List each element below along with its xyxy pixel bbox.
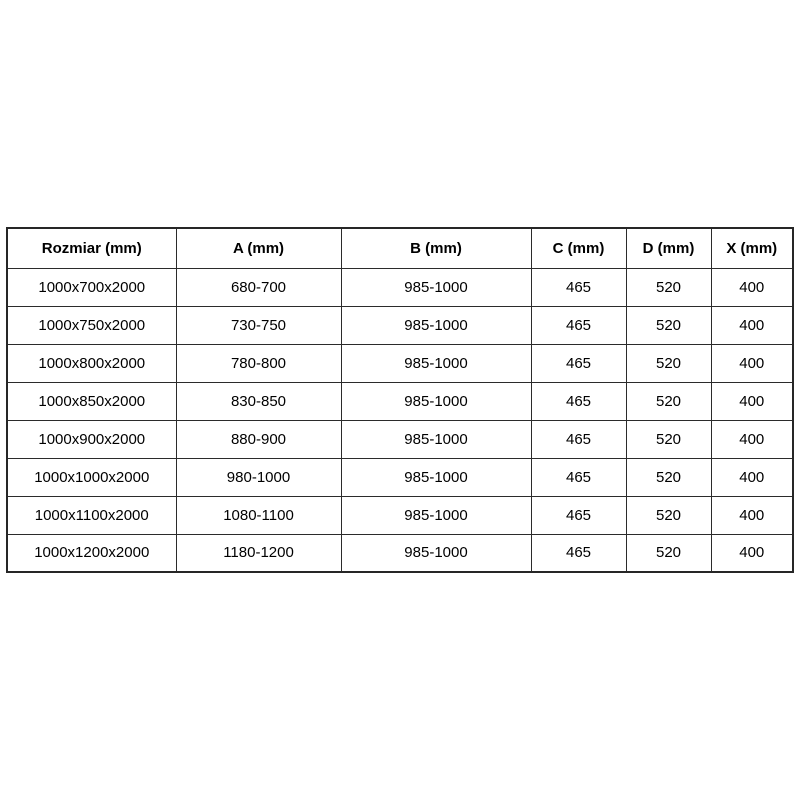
table-cell: 520 bbox=[625, 381, 712, 421]
table-cell: 985-1000 bbox=[340, 495, 532, 535]
column-header-d: D (mm) bbox=[625, 227, 712, 269]
table-row: 1000x850x2000 830-850 985-1000 465 520 400 bbox=[6, 381, 794, 421]
table-cell: 985-1000 bbox=[340, 457, 532, 497]
table-cell: 520 bbox=[625, 457, 712, 497]
table-cell: 465 bbox=[530, 419, 627, 459]
column-header-x: X (mm) bbox=[710, 227, 794, 269]
table-cell: 520 bbox=[625, 305, 712, 345]
table-body: 1000x700x2000 680-700 985-1000 465 520 400 100… bbox=[6, 267, 794, 573]
table-cell: 400 bbox=[710, 419, 794, 459]
table-cell: 1180-1200 bbox=[175, 533, 342, 573]
table-cell: 400 bbox=[710, 267, 794, 307]
column-header-c: C (mm) bbox=[530, 227, 627, 269]
column-header-a: A (mm) bbox=[175, 227, 342, 269]
table-header-row: Rozmiar (mm) A (mm) B (mm) C (mm) D (mm)… bbox=[6, 227, 794, 269]
table-row: 1000x700x2000 680-700 985-1000 465 520 400 bbox=[6, 267, 794, 307]
table-cell: 980-1000 bbox=[175, 457, 342, 497]
table-row: 1000x750x2000 730-750 985-1000 465 520 400 bbox=[6, 305, 794, 345]
table-cell: 520 bbox=[625, 419, 712, 459]
table-row: 1000x1200x2000 1180-1200 985-1000 465 520 400 bbox=[6, 533, 794, 573]
table-cell: 465 bbox=[530, 457, 627, 497]
table-cell: 400 bbox=[710, 457, 794, 497]
table-cell: 780-800 bbox=[175, 343, 342, 383]
table-cell: 520 bbox=[625, 343, 712, 383]
table-row: 1000x1000x2000 980-1000 985-1000 465 520 400 bbox=[6, 457, 794, 497]
column-header-b: B (mm) bbox=[340, 227, 532, 269]
table-cell: 985-1000 bbox=[340, 267, 532, 307]
table-cell: 465 bbox=[530, 343, 627, 383]
table-row: 1000x800x2000 780-800 985-1000 465 520 400 bbox=[6, 343, 794, 383]
table-cell: 680-700 bbox=[175, 267, 342, 307]
table-cell: 1080-1100 bbox=[175, 495, 342, 535]
table-cell: 1000x900x2000 bbox=[6, 419, 177, 459]
table-cell: 400 bbox=[710, 343, 794, 383]
table-cell: 400 bbox=[710, 533, 794, 573]
table-cell: 985-1000 bbox=[340, 305, 532, 345]
table-cell: 985-1000 bbox=[340, 343, 532, 383]
table-cell: 465 bbox=[530, 267, 627, 307]
table-cell: 520 bbox=[625, 533, 712, 573]
table-cell: 985-1000 bbox=[340, 533, 532, 573]
table-cell: 465 bbox=[530, 381, 627, 421]
table-cell: 830-850 bbox=[175, 381, 342, 421]
table-cell: 985-1000 bbox=[340, 381, 532, 421]
table-cell: 400 bbox=[710, 381, 794, 421]
table-cell: 520 bbox=[625, 495, 712, 535]
table-cell: 465 bbox=[530, 305, 627, 345]
table-cell: 730-750 bbox=[175, 305, 342, 345]
table-cell: 880-900 bbox=[175, 419, 342, 459]
table-cell: 400 bbox=[710, 305, 794, 345]
size-table: Rozmiar (mm) A (mm) B (mm) C (mm) D (mm)… bbox=[6, 227, 794, 573]
table-cell: 400 bbox=[710, 495, 794, 535]
table-cell: 1000x800x2000 bbox=[6, 343, 177, 383]
table-cell: 1000x850x2000 bbox=[6, 381, 177, 421]
table-row: 1000x900x2000 880-900 985-1000 465 520 400 bbox=[6, 419, 794, 459]
table-cell: 1000x750x2000 bbox=[6, 305, 177, 345]
table-cell: 1000x1000x2000 bbox=[6, 457, 177, 497]
table-row: 1000x1100x2000 1080-1100 985-1000 465 520 400 bbox=[6, 495, 794, 535]
table-cell: 520 bbox=[625, 267, 712, 307]
table-cell: 1000x700x2000 bbox=[6, 267, 177, 307]
table-cell: 1000x1200x2000 bbox=[6, 533, 177, 573]
column-header-rozmiar: Rozmiar (mm) bbox=[6, 227, 177, 269]
table-cell: 985-1000 bbox=[340, 419, 532, 459]
table-cell: 465 bbox=[530, 533, 627, 573]
table-cell: 1000x1100x2000 bbox=[6, 495, 177, 535]
table-cell: 465 bbox=[530, 495, 627, 535]
